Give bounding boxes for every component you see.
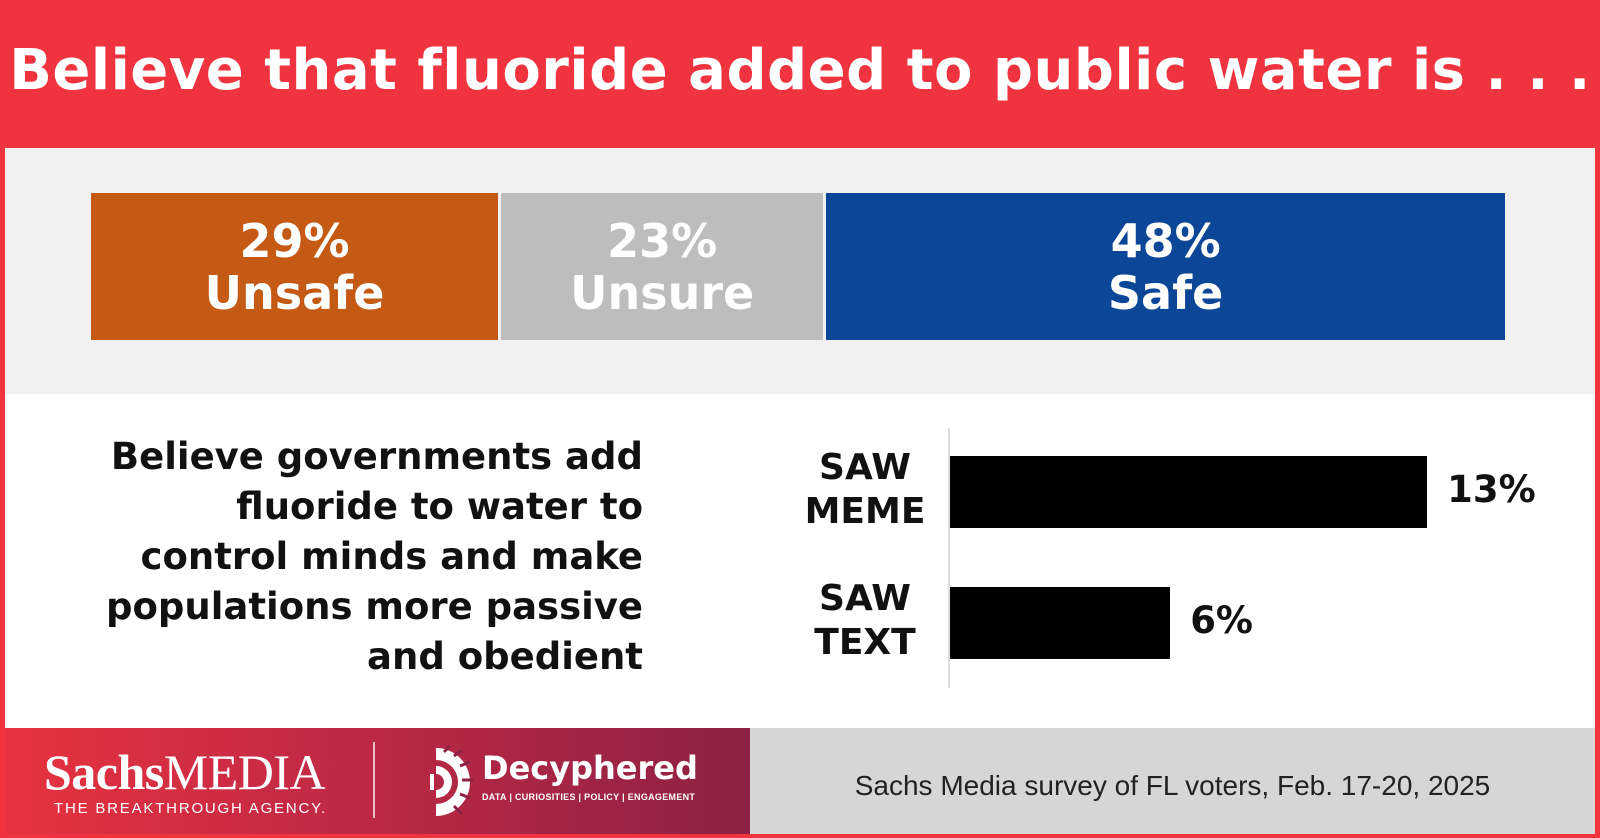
- statement-line: populations more passive: [105, 585, 643, 628]
- segment-category-label: Unsure: [570, 265, 755, 320]
- bar-text: [950, 587, 1171, 659]
- header: Believe that fluoride added to public wa…: [0, 0, 1600, 146]
- footer-logos: [5, 728, 750, 834]
- stacked-segment-safe: 48% Safe: [826, 193, 1505, 340]
- segment-value-label: 23%: [607, 213, 718, 268]
- statement-line: fluoride to water to: [236, 485, 643, 528]
- segment-value-label: 48%: [1110, 213, 1221, 268]
- stacked-bar: 29% Unsafe 23% Unsure 48% Safe: [91, 193, 1505, 340]
- decyphered-subtitle: DATA | CURIOSITIES | POLICY | ENGAGEMENT: [482, 792, 696, 802]
- logo-tagline: THE BREAKTHROUGH AGENCY.: [54, 800, 327, 817]
- segment-category-label: Safe: [1107, 265, 1224, 320]
- statement-line: control minds and make: [140, 535, 643, 578]
- bar-category-label: SAW MEME: [804, 447, 926, 532]
- bar-chart-panel: [5, 394, 1595, 728]
- segment-category-label: Unsafe: [204, 265, 385, 320]
- segment-value-label: 29%: [239, 213, 350, 268]
- logo-divider: [373, 742, 375, 818]
- chart-title: Believe that fluoride added to public wa…: [9, 37, 1591, 103]
- bar-value-label: 13%: [1447, 468, 1536, 511]
- stacked-segment-unsure: 23% Unsure: [501, 193, 827, 340]
- logo-light-text: MEDIA: [163, 744, 326, 800]
- stacked-segment-unsafe: 29% Unsafe: [91, 193, 502, 340]
- bar-meme: [950, 456, 1428, 528]
- bar-value-label: 6%: [1190, 599, 1254, 642]
- decyphered-name: Decyphered: [482, 749, 698, 787]
- decyphered-icon: [430, 744, 473, 816]
- bar-category-label: SAW TEXT: [814, 578, 916, 663]
- logo-bold-text: Sachs: [44, 744, 164, 800]
- statement-text: Believe governments add fluoride to wate…: [40, 432, 643, 682]
- decyphered-logo: Decyphered DATA | CURIOSITIES | POLICY |…: [482, 748, 698, 802]
- statement-line: and obedient: [367, 635, 643, 678]
- sachs-media-logo: SachsMEDIA THE BREAKTHROUGH AGENCY.: [44, 746, 327, 817]
- bar-axis-line: [948, 428, 950, 688]
- source-panel: Sachs Media survey of FL voters, Feb. 17…: [750, 728, 1595, 834]
- source-note: Sachs Media survey of FL voters, Feb. 17…: [854, 770, 1491, 801]
- statement-line: Believe governments add: [110, 435, 643, 478]
